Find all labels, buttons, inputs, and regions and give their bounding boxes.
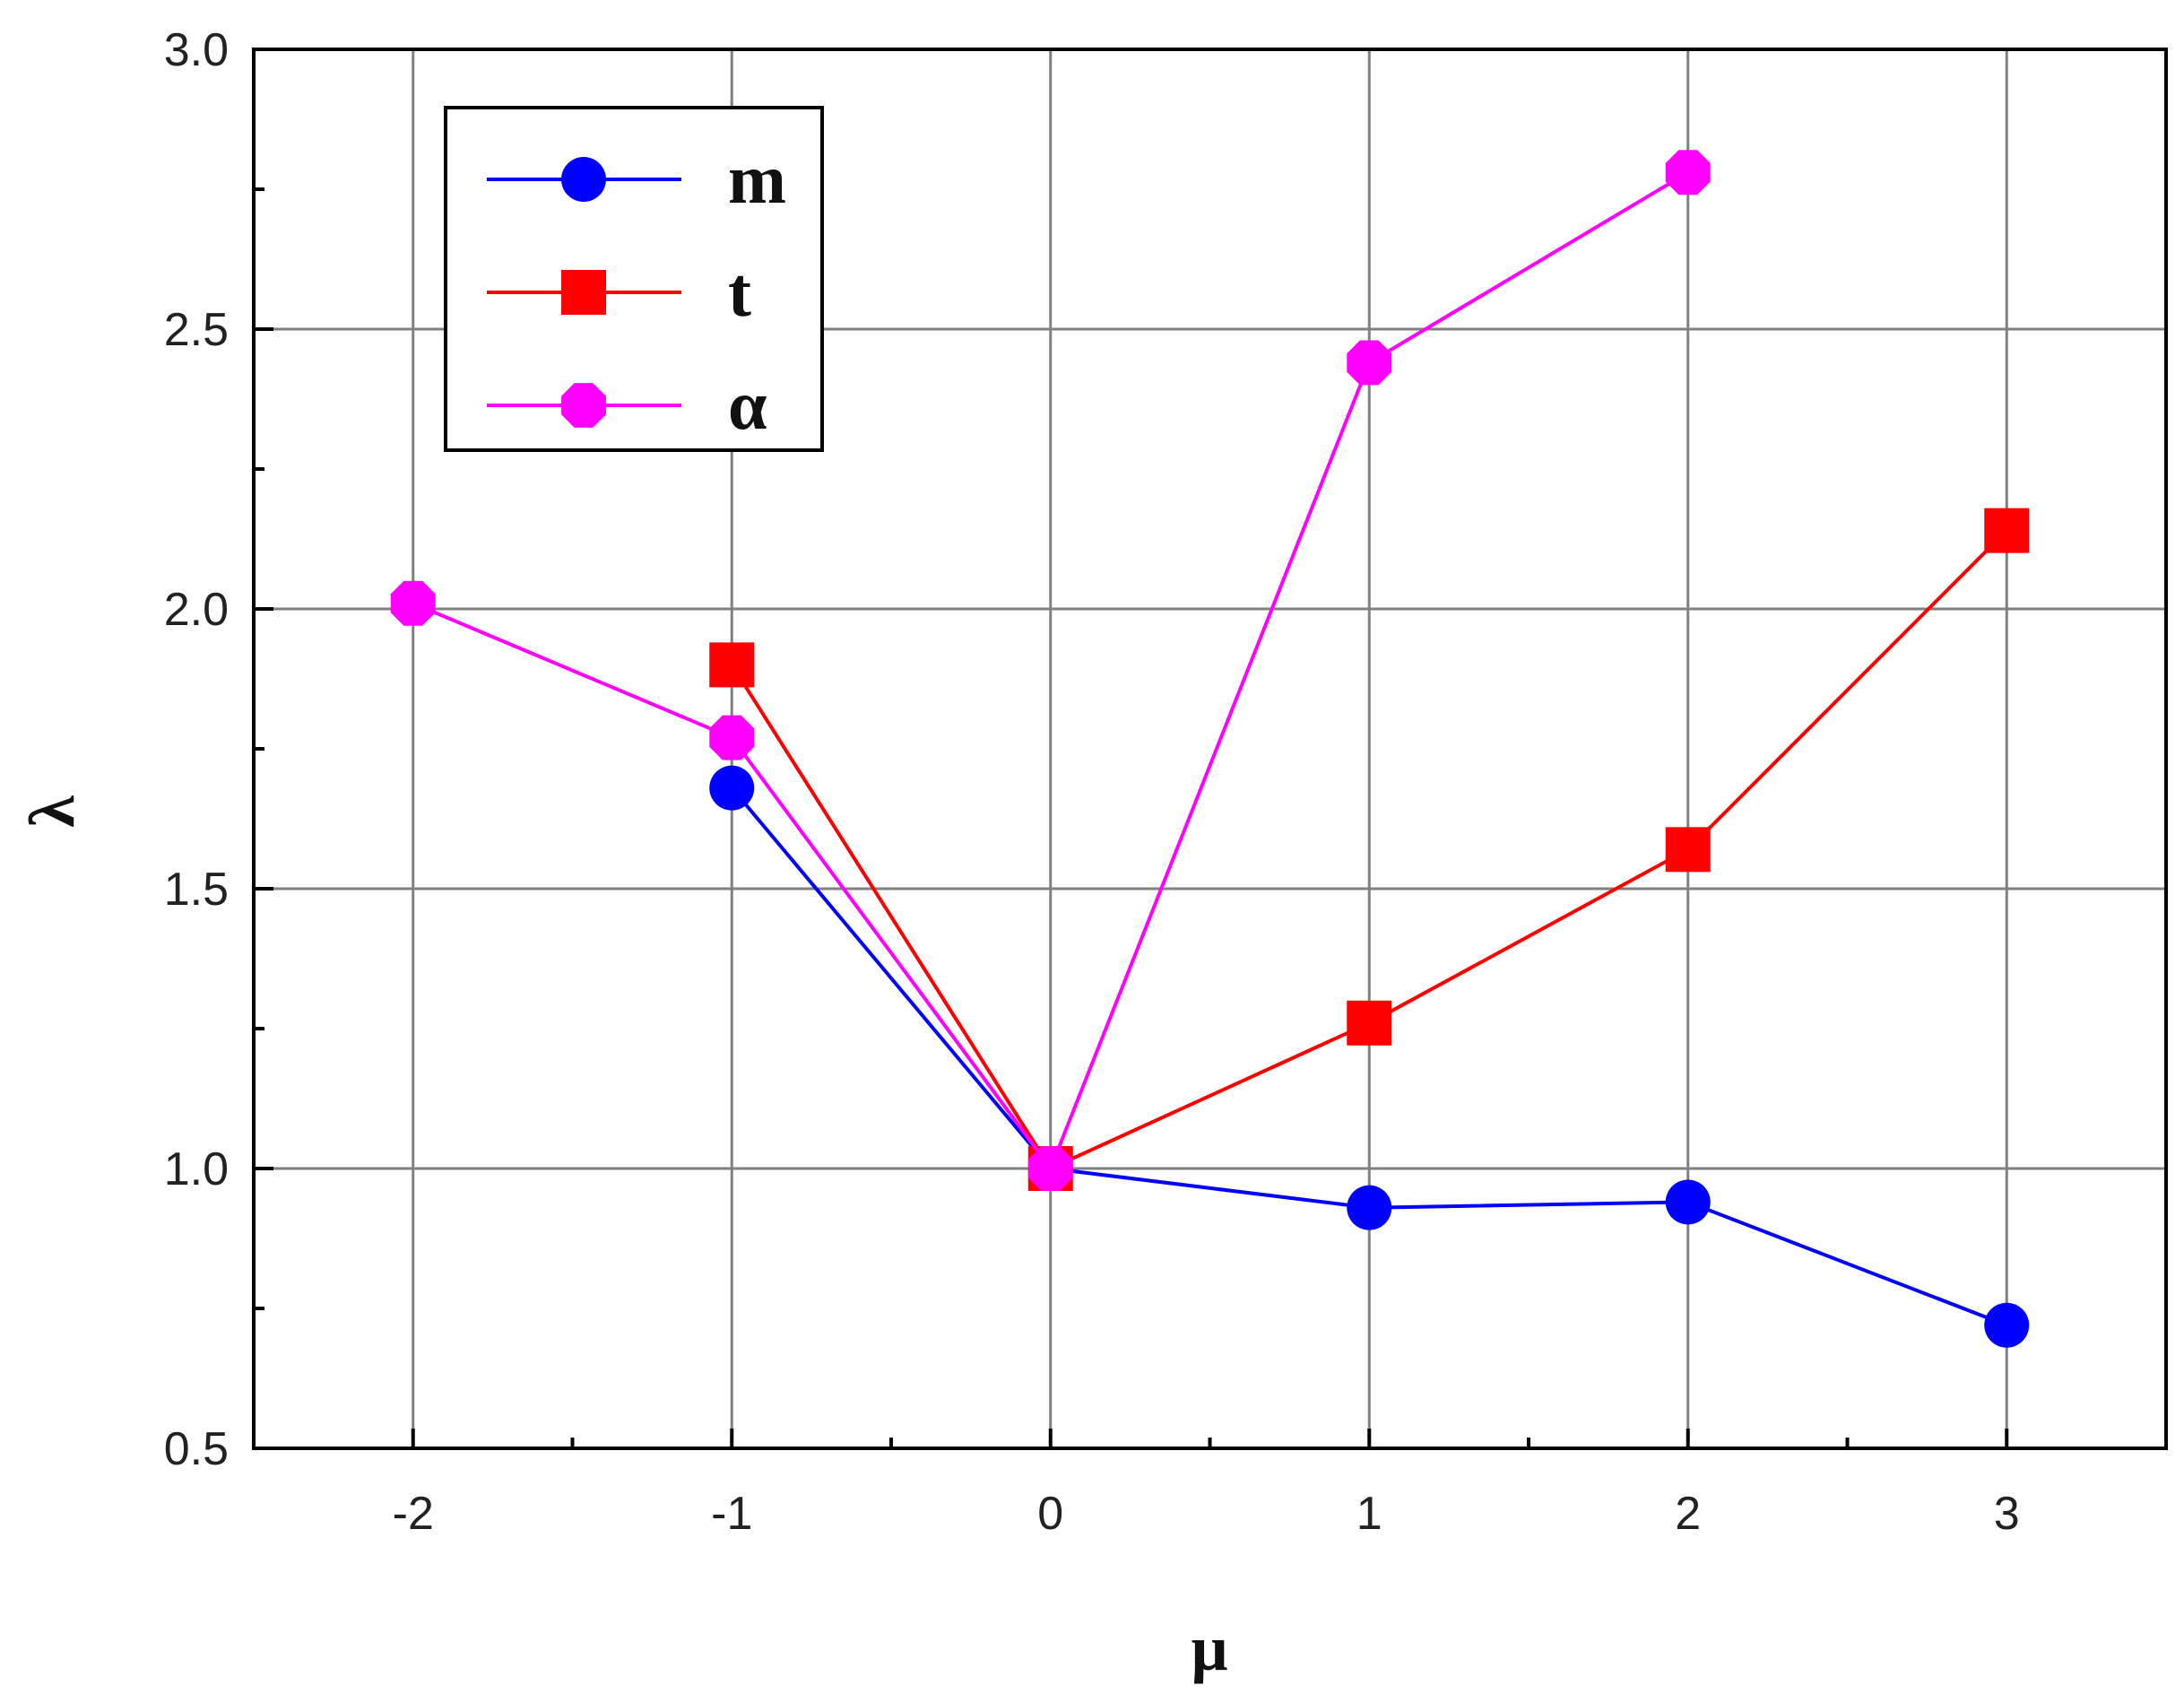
- legend-item-α: α: [487, 366, 767, 444]
- y-tick-label: 2.5: [164, 304, 229, 356]
- data-point: [1665, 150, 1711, 195]
- y-tick-label: 3.0: [164, 24, 229, 76]
- legend-item-m: m: [487, 140, 786, 218]
- data-point: [1665, 827, 1711, 873]
- data-point: [709, 765, 755, 811]
- y-tick-label: 2.0: [164, 584, 229, 636]
- series-α: [390, 150, 1711, 1191]
- x-tick-label: 2: [1675, 1488, 1701, 1540]
- x-tick-label: -1: [711, 1488, 752, 1540]
- data-point: [1347, 1000, 1392, 1046]
- legend-marker: [561, 157, 606, 202]
- y-tick-label: 0.5: [164, 1423, 229, 1475]
- data-point: [390, 580, 436, 626]
- data-point: [1984, 508, 2030, 553]
- x-axis-label: μ: [1192, 1612, 1228, 1684]
- data-point: [1984, 1302, 2030, 1348]
- legend: mtα: [444, 106, 824, 452]
- legend-label: α: [728, 366, 767, 444]
- x-tick-label: -2: [393, 1488, 434, 1540]
- data-point: [1347, 340, 1392, 386]
- data-point: [1027, 1146, 1073, 1191]
- x-tick-label: 1: [1356, 1488, 1382, 1540]
- y-tick-label: 1.5: [164, 864, 229, 916]
- data-point: [709, 642, 755, 688]
- legend-marker: [561, 383, 606, 428]
- series-layer: [390, 150, 2030, 1348]
- legend-label: t: [728, 253, 751, 331]
- axis-ticks: -2 -1 0 1 2 3 0.5 1.0 1.5 2.0 2.5 3.0: [164, 24, 2168, 1540]
- legend-box: [444, 106, 824, 452]
- y-axis-label: λ: [16, 795, 88, 828]
- legend-marker: [561, 270, 606, 315]
- legend-item-t: t: [487, 253, 751, 331]
- x-tick-label: 0: [1037, 1488, 1063, 1540]
- data-point: [709, 715, 755, 760]
- legend-label: m: [728, 140, 786, 218]
- data-point: [1347, 1185, 1392, 1230]
- y-tick-label: 1.0: [164, 1143, 229, 1195]
- data-point: [1665, 1179, 1711, 1225]
- x-tick-label: 3: [1994, 1488, 2020, 1540]
